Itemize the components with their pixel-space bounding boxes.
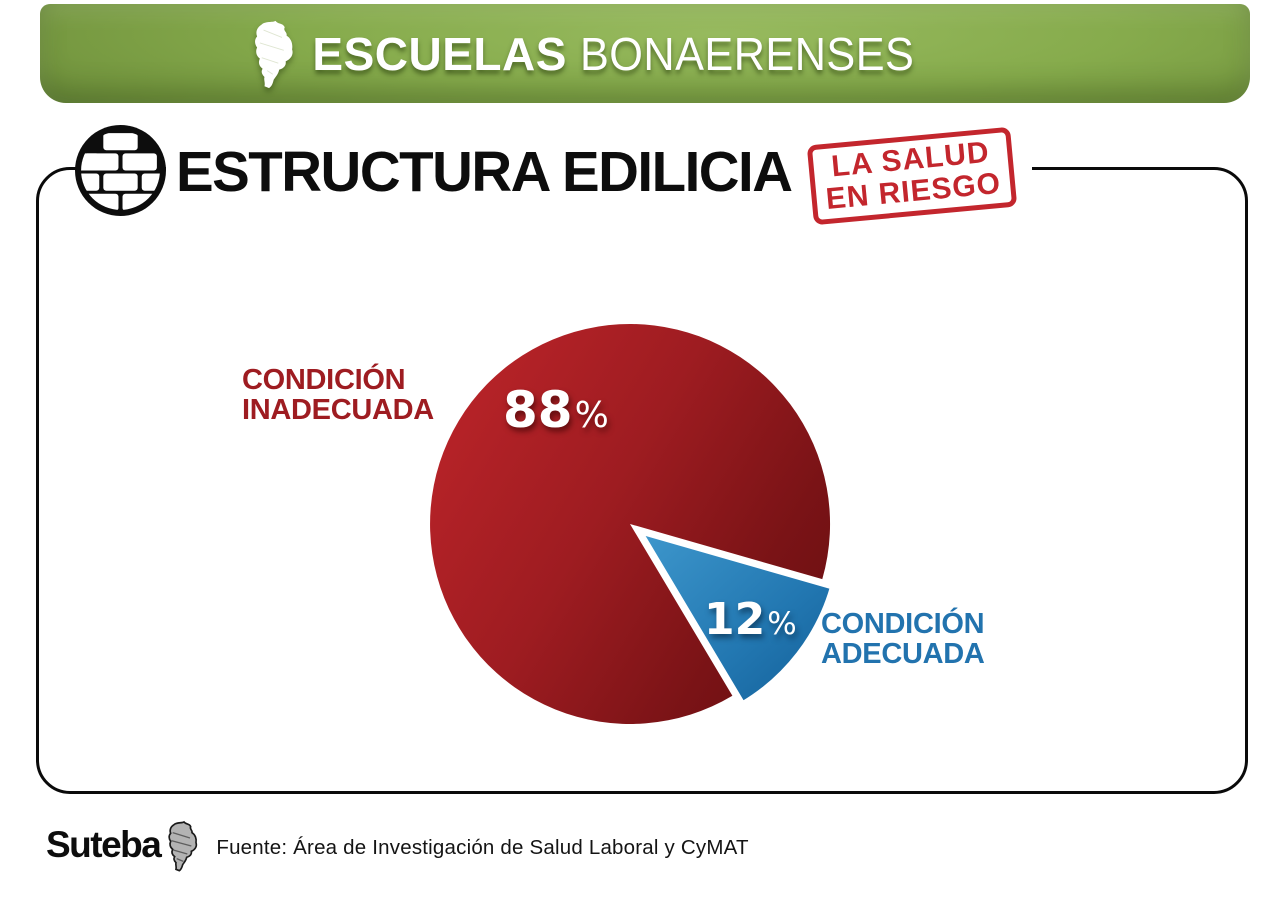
header-title-bold: ESCUELAS	[312, 27, 567, 80]
panel-border-gap-mask	[166, 159, 1032, 176]
header-title-regular: BONAERENSES	[579, 27, 915, 80]
slice-label-adecuada-line1: CONDICIÓN	[821, 608, 985, 640]
slice-label-adecuada-line2: ADECUADA	[821, 638, 985, 670]
header-title: ESCUELAS BONAERENSES	[312, 27, 935, 81]
slice-label-inadecuada-line1: CONDICIÓN	[242, 364, 406, 396]
footer: Suteba Fuente: Área de Investigación de …	[46, 818, 749, 872]
slice-label-adecuada: CONDICIÓN ADECUADA	[821, 609, 985, 669]
pie-slice-adecuada	[637, 529, 835, 707]
pct-value-inadecuada: 88	[503, 381, 573, 439]
pct-unit-adecuada: %	[767, 606, 797, 642]
buenos-aires-map-icon	[255, 20, 293, 88]
pct-label-inadecuada: 88 %	[503, 381, 609, 439]
bricks-icon	[75, 125, 166, 216]
slice-label-inadecuada-line2: INADECUADA	[242, 394, 434, 426]
header-content: ESCUELAS BONAERENSES	[244, 19, 935, 89]
section-title: ESTRUCTURA EDILICIA	[176, 140, 793, 204]
pct-label-adecuada: 12 %	[704, 594, 797, 645]
source-text: Fuente: Área de Investigación de Salud L…	[216, 836, 749, 859]
suteba-logo-text: Suteba	[46, 824, 162, 865]
pct-unit-inadecuada: %	[574, 395, 609, 436]
pct-value-adecuada: 12	[704, 594, 766, 645]
slice-label-inadecuada: CONDICIÓN INADECUADA	[242, 365, 434, 425]
suteba-logo-icon	[168, 820, 198, 872]
header-banner: ESCUELAS BONAERENSES	[40, 4, 1250, 103]
pie-slice-inadecuada	[430, 323, 831, 724]
